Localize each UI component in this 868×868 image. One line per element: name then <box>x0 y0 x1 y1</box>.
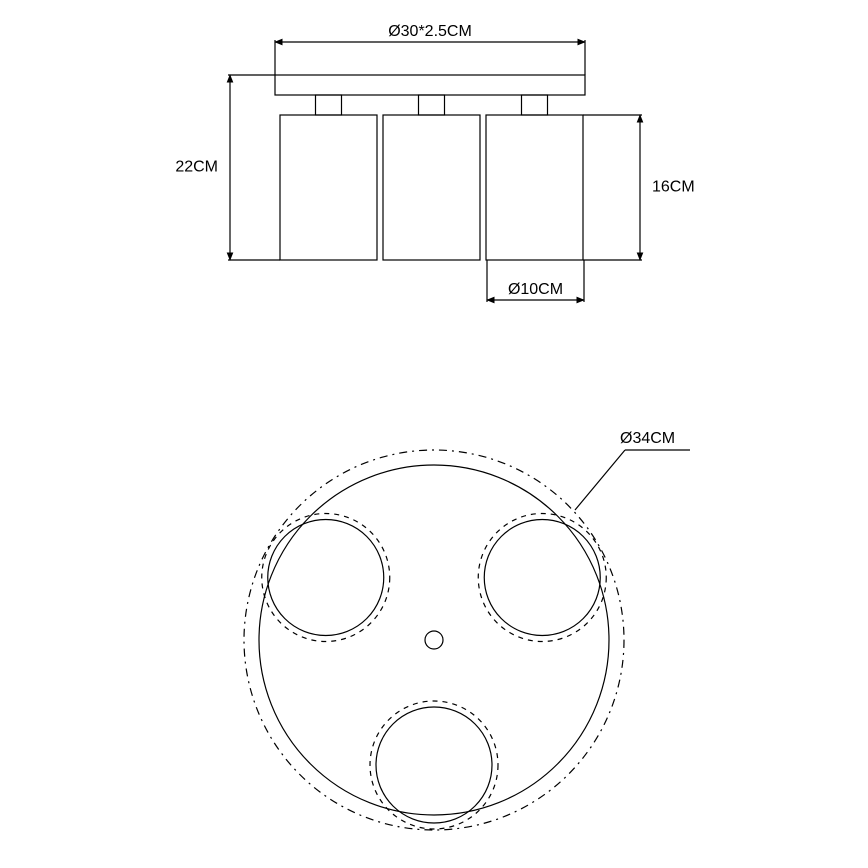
plan-shade-solid <box>376 707 492 823</box>
shade-neck <box>522 95 548 115</box>
dim-label-plan-outer: Ø34CM <box>620 430 675 447</box>
ceiling-plate <box>275 75 585 95</box>
plan-shade-dashed <box>370 701 498 829</box>
plan-shade-solid <box>268 520 384 636</box>
plan-shade-solid <box>484 520 600 636</box>
dim-label-shade-diameter: Ø10CM <box>508 281 563 298</box>
shade-body <box>383 115 480 260</box>
plan-center-hole <box>425 631 443 649</box>
dim-label-plate: Ø30*2.5CM <box>388 23 472 40</box>
technical-drawing: Ø30*2.5CM 22CM 16CM Ø10CM Ø34CM <box>0 0 868 868</box>
shade-body <box>280 115 377 260</box>
shade-body <box>486 115 583 260</box>
dim-label-total-height: 22CM <box>175 159 218 176</box>
shade-neck <box>419 95 445 115</box>
plan-shade-dashed <box>262 514 390 642</box>
plan-outer-dashdot <box>244 450 624 830</box>
dim-label-shade-height: 16CM <box>652 179 695 196</box>
shade-neck <box>316 95 342 115</box>
leader-line <box>575 450 625 510</box>
plan-shade-dashed <box>478 514 606 642</box>
